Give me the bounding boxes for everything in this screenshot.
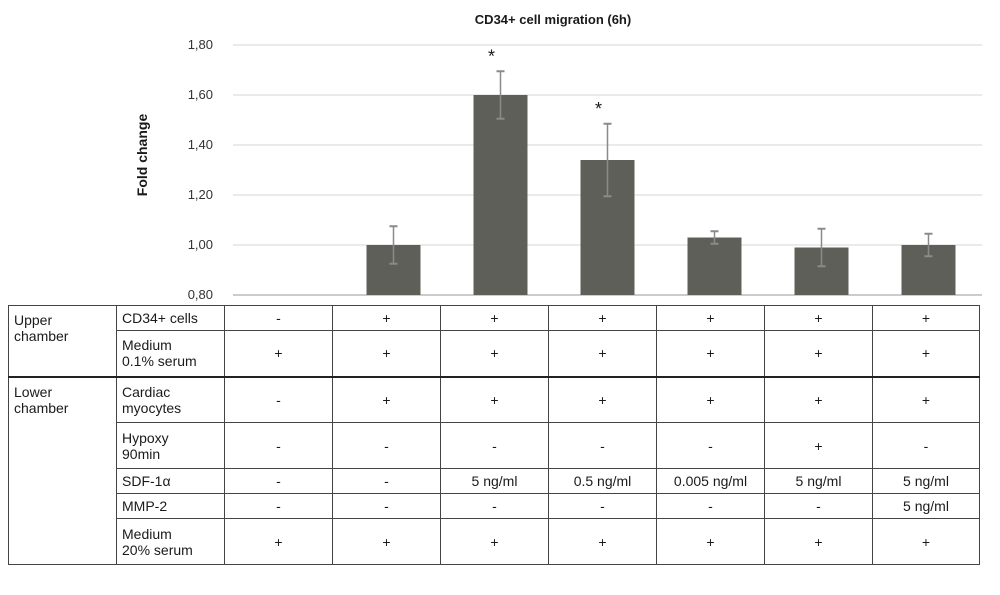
condition-label: Medium 20% serum xyxy=(116,518,225,565)
condition-cell: + xyxy=(332,518,441,565)
condition-cell: + xyxy=(548,518,657,565)
condition-cell: + xyxy=(440,330,549,377)
y-tick-label: 0,80 xyxy=(188,287,213,302)
condition-cell: 0.5 ng/ml xyxy=(548,468,657,494)
condition-cell: - xyxy=(224,375,333,423)
condition-cell: + xyxy=(656,305,765,331)
condition-cell: + xyxy=(224,518,333,565)
table-row: Medium 0.1% serum + + + + + + + xyxy=(9,330,980,377)
y-tick-labels: 0,80 1,00 1,20 1,40 1,60 1,80 xyxy=(188,37,213,302)
bar xyxy=(687,237,742,295)
chart-title: CD34+ cell migration (6h) xyxy=(475,12,631,27)
bars xyxy=(366,95,956,295)
table-row: Lower chamber Cardiac myocytes - + + + + + + xyxy=(8,375,980,565)
condition-cell: + xyxy=(764,422,873,469)
condition-cell: 5 ng/ml xyxy=(872,493,980,519)
condition-cell: + xyxy=(872,330,980,377)
condition-label: Cardiac myocytes xyxy=(116,375,225,423)
condition-cell: + xyxy=(764,518,873,565)
condition-cell: - xyxy=(548,493,657,519)
condition-label: MMP-2 xyxy=(116,493,225,519)
bar xyxy=(473,95,528,295)
bar-chart: ** 0,801,001,201,401,601,80 CD34+ cell m… xyxy=(134,12,982,302)
condition-cell: + xyxy=(764,375,873,423)
significance-markers: ** xyxy=(488,46,602,119)
y-tick-label: 1,00 xyxy=(188,237,213,252)
condition-cell: - xyxy=(440,422,549,469)
chamber-group-label: Upper chamber xyxy=(8,305,117,377)
condition-label: Medium 0.1% serum xyxy=(116,330,225,377)
condition-cell: - xyxy=(764,493,873,519)
condition-cell: 5 ng/ml xyxy=(764,468,873,494)
condition-cell: + xyxy=(872,518,980,565)
condition-cell: + xyxy=(548,330,657,377)
table-row: Medium 20% serum + + + + + + + xyxy=(9,518,980,565)
condition-cell: - xyxy=(224,305,333,331)
error-bars xyxy=(389,70,933,268)
table-row: MMP-2- - - - - -5 ng/ml xyxy=(9,493,980,519)
condition-cell: + xyxy=(332,375,441,423)
condition-cell: - xyxy=(332,422,441,469)
chamber-group-label: Lower chamber xyxy=(8,375,117,565)
condition-label: SDF-1α xyxy=(116,468,225,494)
condition-cell: + xyxy=(548,305,657,331)
condition-cell: + xyxy=(656,330,765,377)
condition-cell: - xyxy=(332,468,441,494)
condition-cell: - xyxy=(440,493,549,519)
condition-cell: + xyxy=(548,375,657,423)
condition-cell: 5 ng/ml xyxy=(872,468,980,494)
condition-cell: + xyxy=(440,375,549,423)
condition-cell: + xyxy=(332,330,441,377)
y-tick-label: 1,60 xyxy=(188,87,213,102)
condition-cell: + xyxy=(872,305,980,331)
conditions-table: Upper chamber CD34+ cells - + + + + + + Medium 0.1%… xyxy=(8,305,980,565)
y-tick-label: 1,80 xyxy=(188,37,213,52)
condition-cell: + xyxy=(440,305,549,331)
condition-cell: - xyxy=(656,422,765,469)
condition-cell: + xyxy=(656,518,765,565)
condition-cell: 5 ng/ml xyxy=(440,468,549,494)
condition-cell: + xyxy=(656,375,765,423)
condition-cell: - xyxy=(224,468,333,494)
y-tick-label: 1,20 xyxy=(188,187,213,202)
table-row: SDF-1α - -5 ng/ml 0.5 ng/ml 0.005 ng/ml 5 ng/… xyxy=(9,468,980,494)
significance-star: * xyxy=(488,46,495,66)
condition-cell: - xyxy=(548,422,657,469)
condition-cell: + xyxy=(872,375,980,423)
condition-cell: + xyxy=(440,518,549,565)
condition-label: CD34+ cells xyxy=(116,305,225,331)
y-axis-label: Fold change xyxy=(134,114,150,197)
condition-cell: - xyxy=(224,493,333,519)
condition-label: Hypoxy 90min xyxy=(116,422,225,469)
condition-cell: - xyxy=(872,422,980,469)
condition-cell: - xyxy=(656,493,765,519)
condition-cell: - xyxy=(224,422,333,469)
significance-star: * xyxy=(595,99,602,119)
condition-cell: + xyxy=(224,330,333,377)
condition-cell: - xyxy=(332,493,441,519)
table-row: Upper chamber CD34+ cells - + + + + + + xyxy=(8,305,980,377)
condition-cell: + xyxy=(764,330,873,377)
condition-cell: + xyxy=(332,305,441,331)
condition-cell: 0.005 ng/ml xyxy=(656,468,765,494)
table-row: Hypoxy 90min - - - - - + - xyxy=(9,422,980,469)
condition-cell: + xyxy=(764,305,873,331)
y-tick-label: 1,40 xyxy=(188,137,213,152)
